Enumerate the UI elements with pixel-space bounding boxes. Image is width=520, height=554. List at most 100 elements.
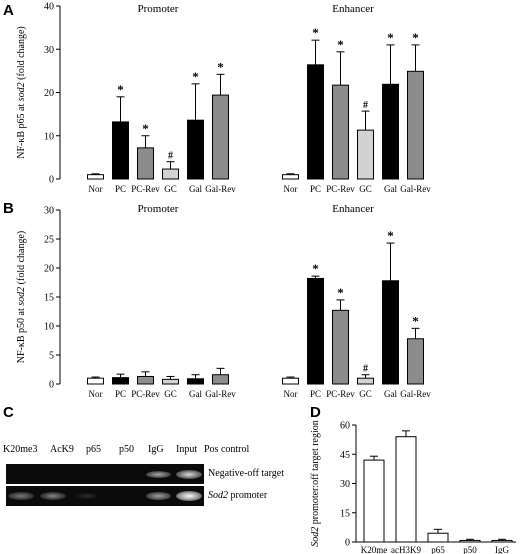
x-tick-label: Nor — [284, 389, 298, 398]
chart-d-enrichment: 0 15 30 45 60 Sod2 promoter:off target region… — [310, 420, 516, 554]
gel-lane-label: K20me3 — [3, 444, 38, 455]
bar — [162, 168, 179, 180]
y-tick-label: 15 — [340, 508, 350, 519]
x-tick-label: K20me — [361, 545, 388, 554]
y-tick-label: 0 — [345, 538, 350, 549]
significance-mark: * — [312, 261, 319, 276]
bar — [427, 532, 449, 543]
x-tick-label: PC-Rev — [326, 184, 355, 194]
bar — [162, 378, 179, 385]
significance-mark: * — [142, 121, 149, 136]
gel-row-label-sod2: Sod2 promoter — [208, 490, 268, 501]
y-tick-label: 30 — [44, 45, 54, 56]
significance-mark: * — [217, 59, 224, 74]
bar — [459, 539, 481, 543]
x-tick-label: Gal — [384, 389, 397, 398]
bar — [382, 280, 399, 385]
chart-a-p65: 0 10 20 30 40 NF-κB p65 at sod2 (fold change)… — [16, 2, 431, 195]
bar — [87, 377, 104, 385]
bar — [282, 377, 299, 385]
gel-panel-c: K20me3 AcK9 p65 p50 IgG Input Pos contro… — [0, 400, 300, 554]
y-tick-label: 0 — [49, 380, 54, 391]
panel-letter-c: C — [3, 404, 14, 421]
bar — [357, 129, 374, 180]
group-title: Enhancer — [332, 3, 374, 15]
bar — [395, 436, 417, 543]
y-tick-label: 0 — [49, 175, 54, 186]
x-tick-label: GC — [164, 184, 177, 194]
x-tick-label: Gal-Rev — [205, 184, 236, 194]
y-tick-label: 40 — [44, 2, 54, 13]
bar — [137, 147, 154, 180]
gel-row-label-off-target: Negative-off target — [208, 468, 284, 479]
bar — [307, 277, 324, 385]
x-tick-label: PC — [115, 184, 126, 194]
y-tick-label: 10 — [44, 131, 54, 142]
y-tick-label: 25 — [44, 235, 54, 246]
y-tick-label: 20 — [44, 264, 54, 275]
x-tick-label: Gal — [189, 184, 202, 194]
x-tick-label: PC — [115, 389, 126, 398]
gel-strip-off-target — [6, 464, 204, 484]
x-tick-label: Gal — [189, 389, 202, 398]
gel-lane-label: p50 — [119, 444, 134, 455]
x-tick-label: PC — [310, 184, 321, 194]
significance-mark: * — [312, 25, 319, 40]
y-axis-label: NF-κB p65 at sod2 (fold change) — [16, 26, 27, 159]
group-title: Promoter — [138, 3, 179, 15]
bar — [282, 174, 299, 180]
significance-mark: * — [337, 37, 344, 52]
gel-band — [146, 471, 171, 478]
gel-band — [176, 470, 202, 479]
bar — [382, 83, 399, 180]
significance-mark: * — [387, 30, 394, 45]
gel-band — [146, 492, 171, 500]
bar — [491, 539, 513, 543]
chart-b-p50: 0 5 10 15 20 25 30 NF-κB p50 at sod2 (fold chan… — [16, 203, 431, 398]
x-tick-label: acH3K9 — [391, 545, 421, 554]
x-tick-label: Gal — [384, 184, 397, 194]
bar — [332, 309, 349, 385]
bar — [187, 378, 204, 385]
significance-mark: * — [412, 313, 419, 328]
group-title: Enhancer — [332, 203, 374, 215]
bar — [307, 64, 324, 180]
gel-strip-sod2 — [6, 486, 204, 506]
significance-mark: * — [117, 82, 124, 97]
bar — [137, 375, 154, 385]
y-tick-label: 5 — [49, 351, 54, 362]
bar — [212, 374, 229, 385]
significance-mark: # — [363, 100, 368, 111]
bar — [332, 84, 349, 180]
y-tick-label: 45 — [340, 450, 350, 461]
significance-mark: # — [168, 151, 173, 162]
bar — [212, 94, 229, 180]
x-tick-label: p65 — [431, 545, 445, 554]
x-tick-label: PC — [310, 389, 321, 398]
gel-band — [76, 493, 98, 499]
group-title: Promoter — [138, 203, 179, 215]
gel-lane-label: p65 — [86, 444, 101, 455]
x-tick-label: PC-Rev — [131, 184, 160, 194]
x-tick-label: Gal-Rev — [400, 389, 431, 398]
x-tick-label: Gal-Rev — [400, 184, 431, 194]
bar — [187, 119, 204, 180]
gel-band — [176, 491, 202, 501]
bar — [407, 338, 424, 385]
x-tick-label: GC — [359, 389, 372, 398]
x-tick-label: p50 — [463, 545, 477, 554]
bar — [357, 377, 374, 385]
x-tick-label: Nor — [89, 184, 103, 194]
bar — [407, 70, 424, 180]
significance-mark: * — [337, 285, 344, 300]
bar — [363, 459, 385, 543]
gel-lane-label: Input — [176, 444, 198, 455]
gel-lane-label: Pos control — [204, 444, 250, 455]
gel-lane-label: IgG — [148, 444, 164, 455]
y-tick-label: 15 — [44, 293, 54, 304]
panel-letter-a: A — [3, 2, 14, 19]
x-tick-label: IgG — [495, 545, 509, 554]
panel-letter-d: D — [310, 404, 321, 421]
bar — [87, 174, 104, 180]
significance-mark: * — [412, 30, 419, 45]
